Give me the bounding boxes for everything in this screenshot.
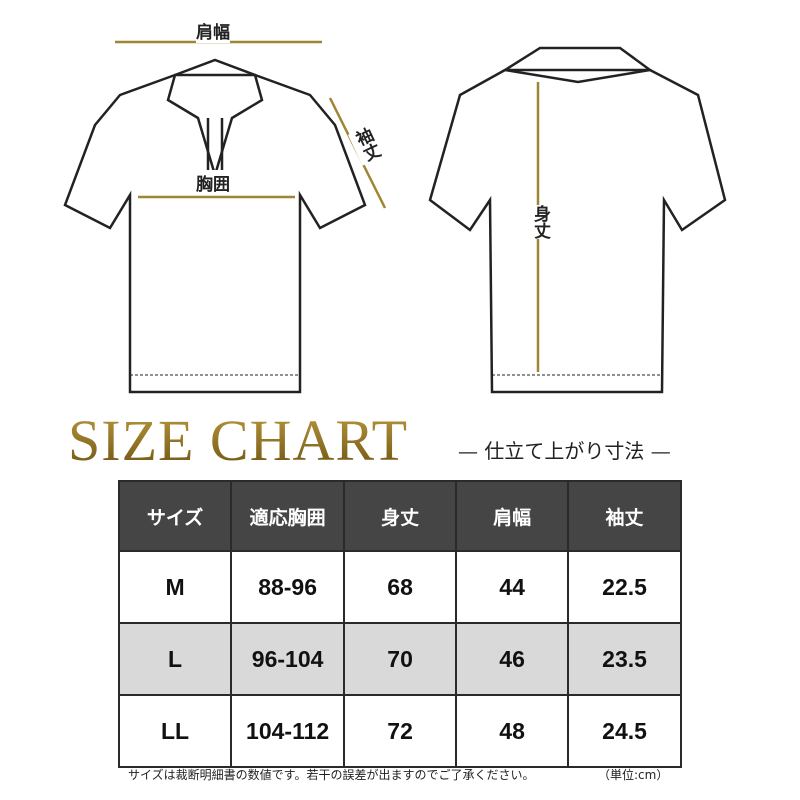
cell: 96-104 <box>230 622 346 696</box>
cell: 48 <box>455 694 570 768</box>
cell: 46 <box>455 622 570 696</box>
shoulder-label: 肩幅 <box>196 18 230 43</box>
table-row: LL 104-112 72 48 24.5 <box>117 694 682 768</box>
size-chart-title: SIZE CHART <box>68 408 409 473</box>
subtitle: — 仕立て上がり寸法 — <box>458 439 671 463</box>
header-cell: 身丈 <box>343 480 458 552</box>
table-row: M 88-96 68 44 22.5 <box>117 550 682 624</box>
cell: 44 <box>455 550 570 624</box>
footnote: サイズは裁断明細書の数値です。若干の誤差が出ますのでご了承ください。 <box>128 768 535 782</box>
cell: 88-96 <box>230 550 346 624</box>
header-cell: 適応胸囲 <box>230 480 346 552</box>
chest-label: 胸囲 <box>196 170 230 195</box>
shirt-illustrations <box>63 40 727 394</box>
cell: 22.5 <box>567 550 682 624</box>
unit-label: （単位:cm） <box>598 768 669 782</box>
table-row: L 96-104 70 46 23.5 <box>117 622 682 696</box>
header-cell: サイズ <box>117 480 233 552</box>
front-shirt <box>63 58 367 394</box>
length-label: 身丈 <box>528 205 553 239</box>
header-cell: 袖丈 <box>567 480 682 552</box>
table-header: サイズ 適応胸囲 身丈 肩幅 袖丈 <box>117 480 682 552</box>
cell: LL <box>117 694 233 768</box>
cell: 68 <box>343 550 458 624</box>
cell: 72 <box>343 694 458 768</box>
back-shirt <box>428 46 727 394</box>
cell: L <box>117 622 233 696</box>
cell: 24.5 <box>567 694 682 768</box>
cell: 23.5 <box>567 622 682 696</box>
cell: M <box>117 550 233 624</box>
cell: 104-112 <box>230 694 346 768</box>
header-cell: 肩幅 <box>455 480 570 552</box>
measure-lines <box>115 40 540 372</box>
cell: 70 <box>343 622 458 696</box>
size-table: サイズ 適応胸囲 身丈 肩幅 袖丈 M 88-96 68 44 22.5 L 9… <box>117 480 682 768</box>
